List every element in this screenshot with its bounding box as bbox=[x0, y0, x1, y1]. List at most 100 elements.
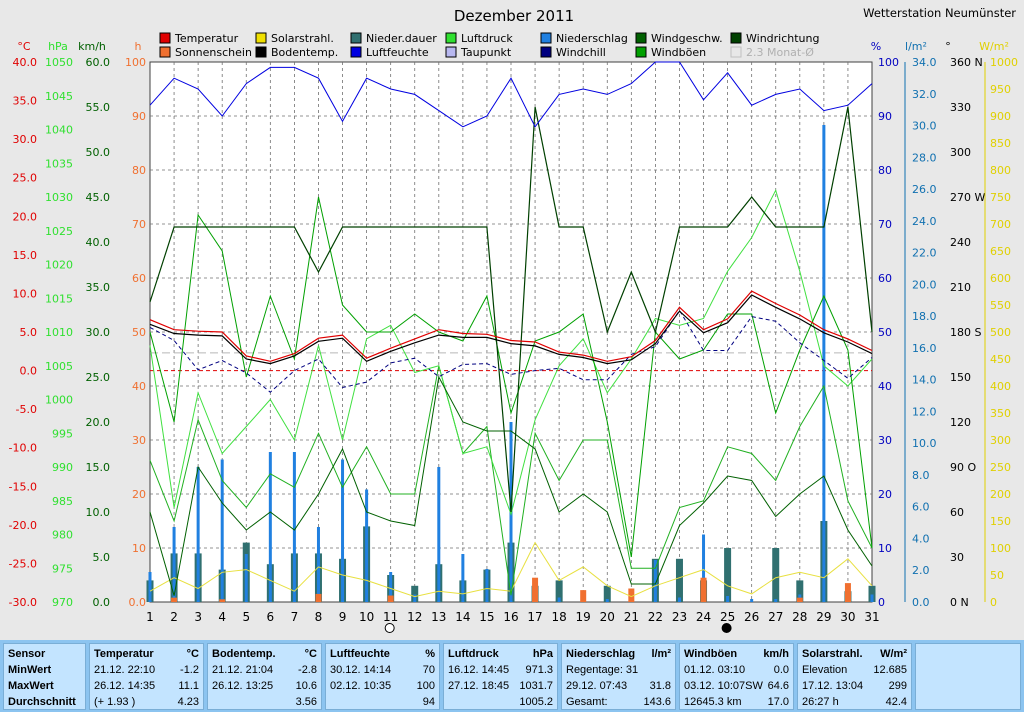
rain-bar bbox=[702, 534, 706, 602]
rain-axis-tick: 24.0 bbox=[912, 215, 937, 228]
series-line-windb-en bbox=[149, 196, 873, 558]
wind-axis-tick: 15.0 bbox=[86, 461, 111, 474]
x-tick-label: 26 bbox=[744, 610, 759, 624]
stat-min-time: 21.12. 22:10 bbox=[94, 664, 156, 676]
rain-bar bbox=[172, 527, 176, 602]
pressure-axis-tick: 975 bbox=[52, 562, 73, 575]
wind-axis-tick: 45.0 bbox=[86, 191, 111, 204]
stat-elevation-value: 12.685 bbox=[873, 664, 907, 676]
rain-bar bbox=[268, 452, 272, 602]
rain-axis-tick: 22.0 bbox=[912, 247, 937, 260]
rain-axis-tick: 4.0 bbox=[912, 532, 930, 545]
direction-axis-tick: 30 bbox=[950, 551, 964, 564]
duration-bar bbox=[724, 548, 732, 602]
stat-min-time: 21.12. 21:04 bbox=[212, 664, 274, 676]
weather-chart: Dezember 2011 Wetterstation Neumünster T… bbox=[8, 6, 1018, 633]
direction-axis-tick: 120 bbox=[950, 416, 971, 429]
rain-bar bbox=[389, 572, 393, 602]
legend-label: Temperatur bbox=[174, 32, 239, 45]
solar-axis-tick: 350 bbox=[990, 407, 1011, 420]
legend-label: Niederschlag bbox=[556, 32, 628, 45]
legend-swatch bbox=[159, 32, 171, 44]
stats-panel-rain: Niederschlag l/m² Regentage: 31 29.12. 07… bbox=[561, 643, 676, 710]
hours-axis-tick: 20 bbox=[132, 488, 146, 501]
humidity-axis-tick: 50 bbox=[878, 326, 892, 339]
moon-new-icon bbox=[721, 623, 732, 633]
pressure-axis-tick: 980 bbox=[52, 529, 73, 542]
rain-axis-tick: 8.0 bbox=[912, 469, 930, 482]
x-tick-label: 9 bbox=[339, 610, 347, 624]
direction-axis-tick: 0 N bbox=[950, 596, 969, 609]
wind-axis-tick: 0.0 bbox=[93, 596, 111, 609]
rain-bar bbox=[461, 554, 465, 602]
rain-axis-unit: l/m² bbox=[905, 40, 927, 53]
rain-axis-tick: 34.0 bbox=[912, 56, 937, 69]
stat-min-value: 70 bbox=[422, 664, 435, 676]
legend-swatch bbox=[730, 32, 742, 44]
humidity-axis-tick: 10 bbox=[878, 542, 892, 555]
legend-swatch bbox=[635, 46, 647, 58]
stat-sensor-name: Bodentemp. bbox=[212, 648, 276, 660]
direction-axis-tick: 60 bbox=[950, 506, 964, 519]
rain-axis-tick: 30.0 bbox=[912, 120, 937, 133]
pressure-axis-tick: 990 bbox=[52, 461, 73, 474]
x-tick-label: 13 bbox=[431, 610, 446, 624]
stat-unit: % bbox=[425, 648, 435, 660]
pressure-axis-tick: 1005 bbox=[45, 360, 73, 373]
rain-axis-tick: 12.0 bbox=[912, 405, 937, 418]
chart-title: Dezember 2011 bbox=[454, 7, 574, 25]
temp-axis-tick: 0.0 bbox=[20, 365, 38, 378]
temp-axis-tick: 25.0 bbox=[13, 172, 38, 185]
stats-panel-empty bbox=[915, 643, 1021, 710]
duration-bar bbox=[868, 585, 876, 602]
label-avg: Durchschnitt bbox=[8, 696, 76, 708]
temp-axis-unit: °C bbox=[17, 40, 31, 53]
legend-swatch bbox=[159, 46, 171, 58]
stat-elevation-label: Elevation bbox=[802, 664, 848, 676]
duration-bar bbox=[411, 585, 419, 602]
wind-axis-tick: 55.0 bbox=[86, 101, 111, 114]
pressure-axis-tick: 1025 bbox=[45, 225, 73, 238]
wind-axis-tick: 5.0 bbox=[93, 551, 111, 564]
rain-bar bbox=[148, 572, 152, 602]
pressure-axis-tick: 1035 bbox=[45, 157, 73, 170]
stat-max-value: 31.8 bbox=[649, 680, 671, 692]
x-tick-label: 11 bbox=[383, 610, 398, 624]
stat-max-time: 26.12. 14:35 bbox=[94, 680, 156, 692]
x-tick-label: 14 bbox=[455, 610, 470, 624]
rain-axis-tick: 6.0 bbox=[912, 501, 930, 514]
rain-axis-tick: 2.0 bbox=[912, 564, 930, 577]
solar-axis-tick: 450 bbox=[990, 353, 1011, 366]
direction-axis-tick: 180 S bbox=[950, 326, 981, 339]
x-tick-label: 12 bbox=[407, 610, 422, 624]
solar-axis-unit: W/m² bbox=[979, 40, 1009, 53]
rain-bar bbox=[605, 599, 609, 602]
hours-axis-tick: 0.0 bbox=[129, 596, 147, 609]
x-tick-label: 5 bbox=[242, 610, 250, 624]
rain-axis-tick: 32.0 bbox=[912, 88, 937, 101]
stat-sensor-name: Solarstrahl. bbox=[802, 648, 863, 660]
rain-bar bbox=[485, 569, 489, 602]
hours-axis-tick: 30 bbox=[132, 434, 146, 447]
x-tick-label: 2 bbox=[170, 610, 178, 624]
hours-axis-tick: 10 bbox=[132, 542, 146, 555]
rain-bar bbox=[292, 452, 296, 602]
series-line-windrichtung bbox=[149, 106, 873, 513]
sunshine-bar bbox=[796, 597, 803, 602]
stat-min-value: -2.8 bbox=[298, 664, 317, 676]
moon-full-icon bbox=[384, 623, 395, 633]
pressure-axis-tick: 1045 bbox=[45, 90, 73, 103]
series-line-windchill bbox=[149, 309, 873, 393]
sunshine-bar bbox=[171, 597, 178, 602]
sunshine-bar bbox=[219, 599, 226, 602]
stat-max-value: 100 bbox=[416, 680, 435, 692]
x-tick-label: 27 bbox=[768, 610, 783, 624]
rain-bar bbox=[437, 467, 441, 602]
duration-bar bbox=[772, 548, 780, 602]
stat-min-value: -1.2 bbox=[180, 664, 199, 676]
rain-bar bbox=[557, 597, 561, 602]
series-line-windgeschw- bbox=[149, 375, 873, 596]
solar-axis-tick: 950 bbox=[990, 83, 1011, 96]
pressure-axis-tick: 1040 bbox=[45, 124, 73, 137]
humidity-axis-unit: % bbox=[871, 40, 881, 53]
